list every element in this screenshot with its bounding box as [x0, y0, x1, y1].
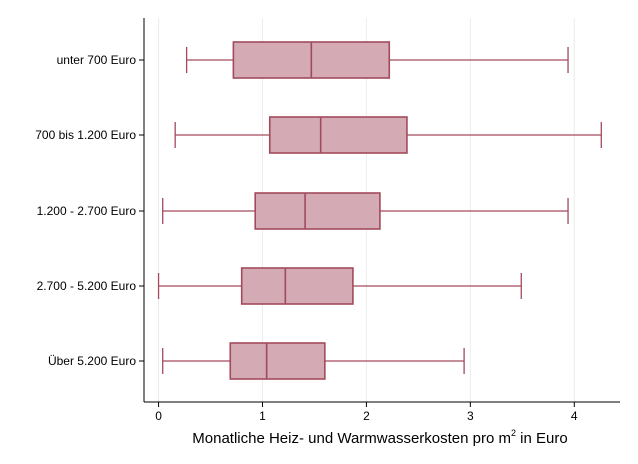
axes — [139, 18, 620, 407]
category-label-3: 2.700 - 5.200 Euro — [37, 279, 137, 293]
category-label-1: 700 bis 1.200 Euro — [35, 128, 136, 142]
x-tick-label-0: 0 — [155, 409, 162, 423]
x-axis-label-superscript: 2 — [511, 428, 516, 438]
category-label-2: 1.200 - 2.700 Euro — [37, 204, 137, 218]
box-plots — [157, 41, 602, 380]
x-tick-label-4: 4 — [571, 409, 578, 423]
x-tick-label-1: 1 — [259, 409, 266, 423]
x-tick-label-3: 3 — [467, 409, 474, 423]
category-label-4: Über 5.200 Euro — [48, 354, 136, 368]
category-label-0: unter 700 Euro — [57, 53, 137, 67]
x-axis-label-end: in Euro — [516, 430, 568, 447]
box-4 — [229, 342, 326, 380]
x-axis-label-main: Monatliche Heiz- und Warmwasserkosten pr… — [192, 430, 511, 447]
x-axis-label: Monatliche Heiz- und Warmwasserkosten pr… — [192, 428, 567, 447]
x-tick-label-2: 2 — [363, 409, 370, 423]
box-2 — [254, 192, 381, 230]
box-3 — [240, 267, 354, 305]
labels: unter 700 Euro 700 bis 1.200 Euro 1.200 - … — [35, 53, 578, 423]
box-1 — [268, 116, 408, 154]
